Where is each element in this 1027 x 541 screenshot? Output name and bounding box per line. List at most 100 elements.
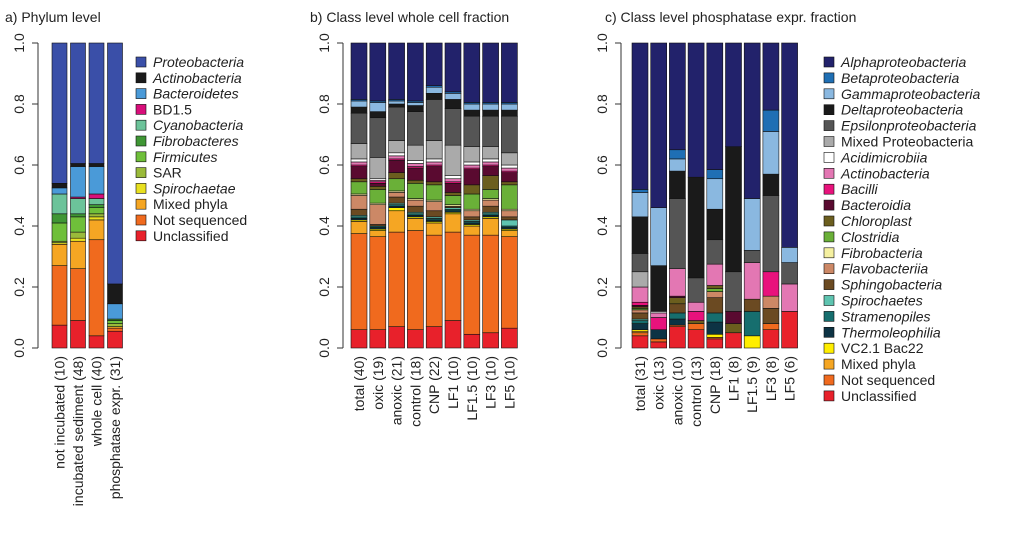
bar-segment [407,179,424,184]
bar-segment [463,184,481,195]
bar-segment [444,192,462,196]
bar-segment [669,326,686,349]
bar-segment [425,93,443,100]
bar-segment [463,146,481,163]
legend-label: SAR [153,165,182,181]
bar-segment [706,42,724,170]
bar-segment [388,140,405,154]
legend-swatch [823,136,835,147]
bar-segment [631,335,649,349]
y-tick-label: 0.4 [316,216,332,236]
bar-segment [501,103,518,111]
bar-segment [482,189,499,199]
legend-swatch [823,358,835,370]
bar-segment [501,327,518,349]
bar-segment [706,288,724,292]
bar-segment [501,42,518,103]
legend-label: Epsilonproteobacteria [841,118,977,134]
legend-swatch [135,214,147,226]
bar-segment [706,297,724,314]
legend-swatch [823,390,835,402]
x-tick-label: LF1.5 (9) [744,356,760,413]
bar-segment [743,198,761,251]
bar-segment [425,201,443,212]
legend-swatch [823,183,835,195]
bar-segment [350,208,368,216]
legend-label: Mixed phyla [153,196,228,212]
bar-segment [369,236,387,331]
bar-segment [463,164,481,169]
bar-segment [70,216,86,233]
bar-segment [51,193,68,215]
legend-label: Proteobacteria [153,54,244,70]
bar-segment [687,277,705,303]
legend-swatch [823,104,835,115]
chart-title: b) Class level whole cell fraction [310,9,509,25]
bar-segment [631,301,649,306]
legend-label: Spirochaetes [841,293,923,309]
bar-segment [706,312,724,323]
legend-swatch [823,120,835,131]
bar-segment [650,312,668,318]
bar-segment [463,161,481,166]
chart-title: a) Phylum level [5,9,101,25]
bar-segment [706,333,724,338]
y-tick-label: 0.2 [594,277,610,297]
bar-segment [463,193,481,210]
bar-segment [669,318,686,326]
legend-swatch [823,168,835,179]
bar-segment [444,99,462,109]
bar-segment [463,42,481,103]
bar-segment [631,271,649,288]
x-tick-label: LF1 (8) [726,356,742,401]
bar-segment [407,42,424,102]
bar-segment [369,183,387,187]
bar-segment [88,216,105,221]
bar-segment [631,309,649,314]
bar-segment [51,324,68,349]
legend-swatch [823,215,835,227]
bar-segment [425,184,443,201]
legend-swatch [135,151,147,163]
bar-segment [407,102,424,106]
legend-swatch [823,263,835,275]
bar-segment [70,240,86,270]
bar-segment [482,115,499,147]
bar-segment [631,253,649,273]
bar-segment [425,210,443,218]
legend-label: Cyanobacteria [153,117,243,133]
bar-segment [650,341,668,349]
y-tick-label: 0.2 [316,277,332,297]
legend-label: Fibrobacteres [153,133,239,149]
bar-segment [407,199,424,207]
bar-segment [669,312,686,320]
y-tick-label: 0.2 [11,277,27,297]
legend-label: Firmicutes [153,149,218,165]
legend-swatch [823,279,835,290]
y-tick-label: 0.0 [316,338,332,358]
legend-swatch [823,311,835,322]
bar-segment [107,283,123,305]
bar-segment [70,198,86,215]
bar-segment [706,178,724,210]
legend-label: BD1.5 [153,101,192,117]
legend-swatch [135,56,147,68]
bar-segment [350,195,368,210]
bar-segment [425,42,443,87]
bar-segment [463,216,481,221]
chart-title: c) Class level phosphatase expr. fractio… [605,9,856,25]
bar-segment [107,303,123,320]
bar-segment [743,262,761,300]
bar-segment [482,166,499,176]
bar-segment [70,268,86,321]
bar-segment [407,183,424,199]
bar-segment [650,42,668,208]
bar-segment [51,222,68,242]
bar-segment [781,42,798,248]
bar-segment [88,166,105,195]
bar-segment [70,166,86,198]
bar-segment [388,42,405,100]
bar-segment [388,178,405,192]
bar-segment [743,335,761,349]
